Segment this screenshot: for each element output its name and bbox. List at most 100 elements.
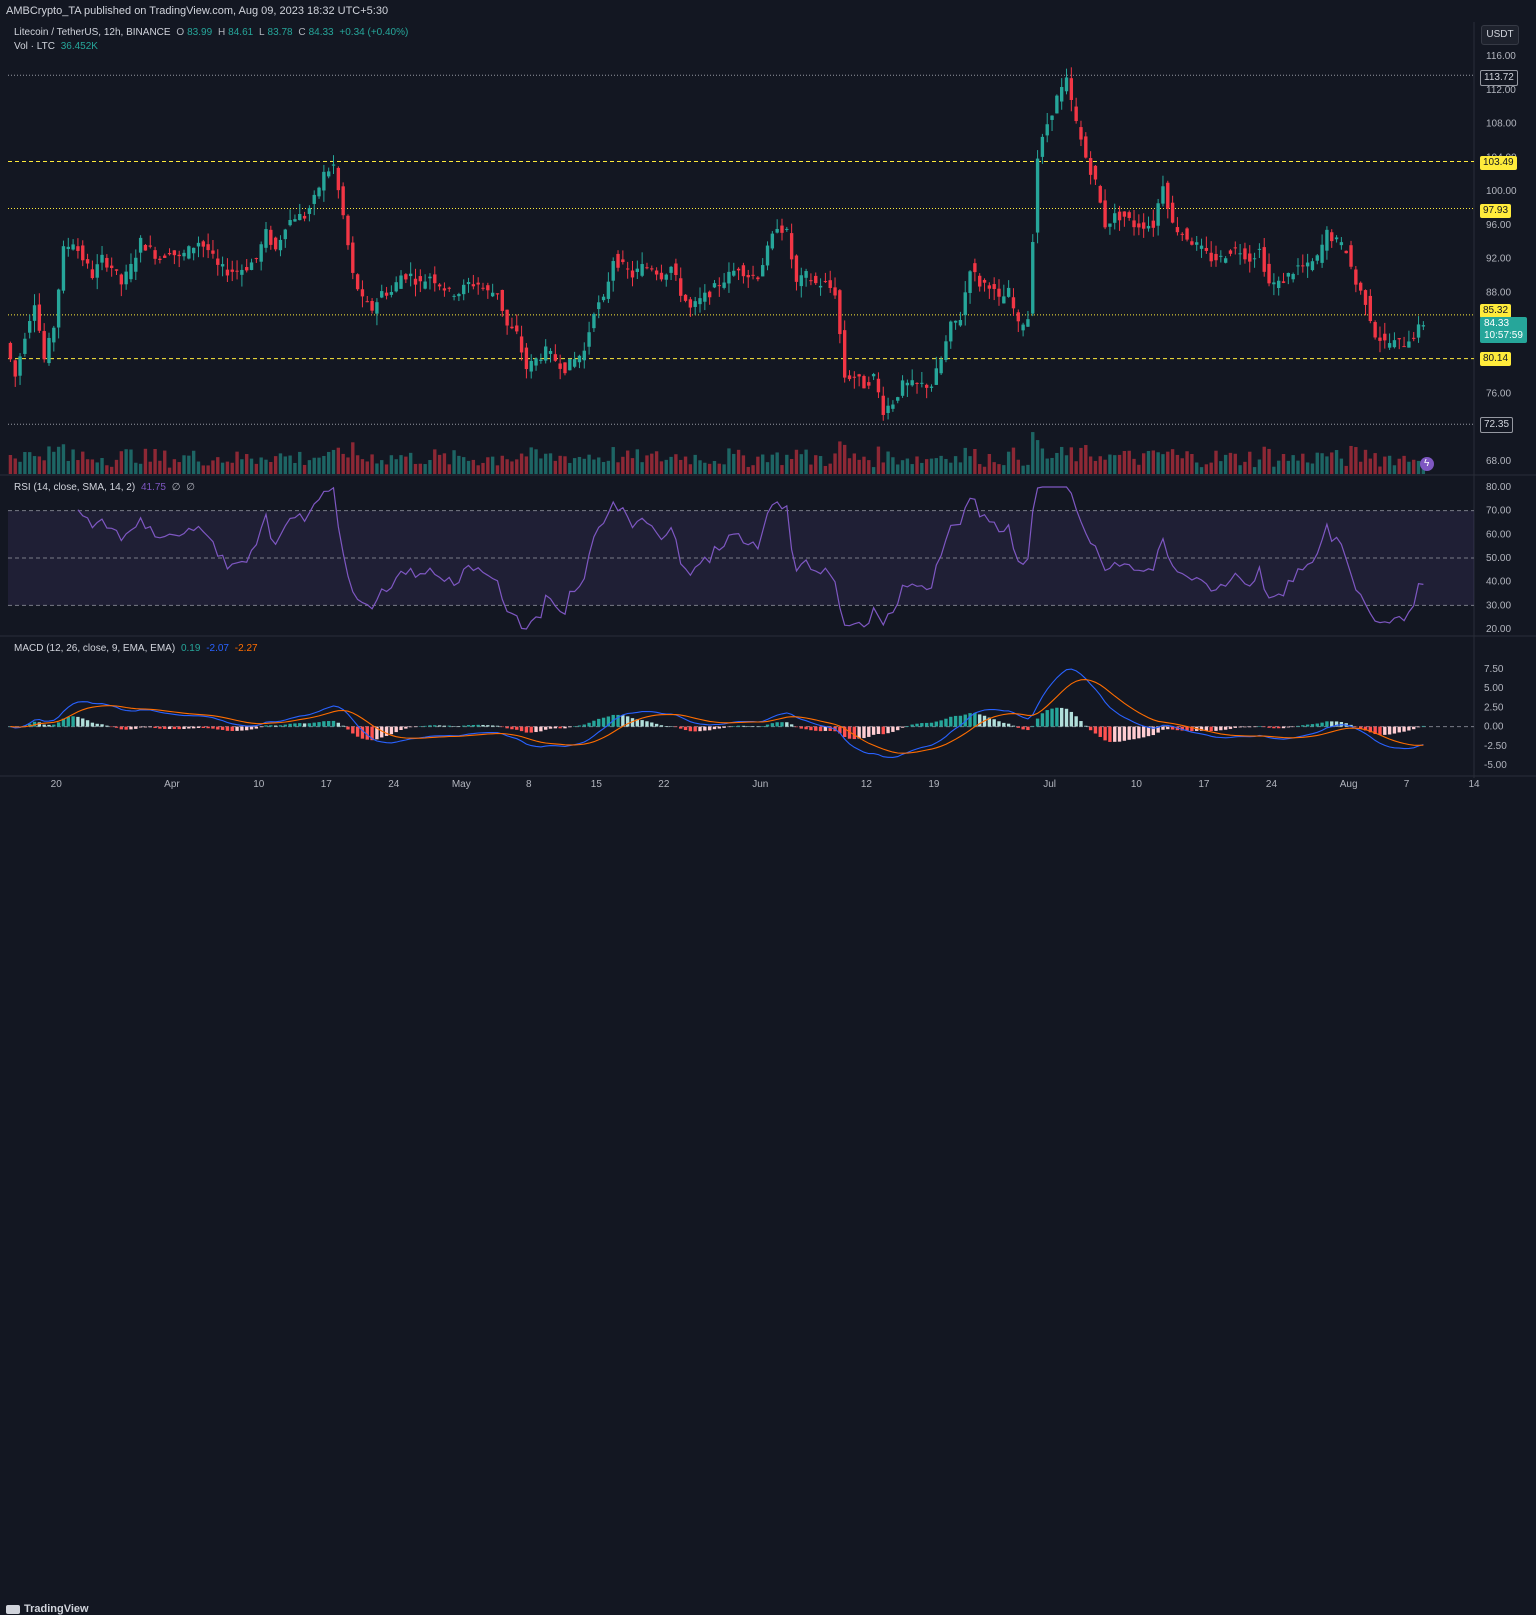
time-tick-label: May xyxy=(452,779,471,790)
candle-body xyxy=(341,186,345,216)
candle-body xyxy=(66,246,70,250)
macd-tick-label: 0.00 xyxy=(1484,722,1504,733)
candle-body xyxy=(896,397,900,401)
volume-bar xyxy=(1354,447,1358,474)
price-tick-label: 96.00 xyxy=(1486,220,1511,231)
macd-histogram-bar xyxy=(331,720,336,727)
volume-bar xyxy=(418,463,423,474)
volume-value: 36.452K xyxy=(60,41,98,52)
macd-histogram-bar xyxy=(1358,726,1363,729)
bolt-icon[interactable] xyxy=(1420,457,1434,471)
volume-bar xyxy=(47,446,51,474)
candle-body xyxy=(1262,247,1266,272)
volume-bar xyxy=(785,454,789,474)
macd-histogram-bar xyxy=(437,725,442,727)
macd-histogram-bar xyxy=(225,726,230,731)
macd-histogram-bar xyxy=(630,718,635,727)
macd-histogram-bar xyxy=(852,726,857,740)
volume-bar xyxy=(809,464,813,474)
macd-histogram-bar xyxy=(568,726,572,728)
currency-button[interactable]: USDT xyxy=(1481,25,1519,45)
macd-histogram-bar xyxy=(544,726,548,730)
macd-histogram-bar xyxy=(326,721,331,727)
macd-histogram-bar xyxy=(1296,725,1300,727)
volume-bar xyxy=(553,460,558,474)
macd-histogram-bar xyxy=(688,726,693,732)
candle-body xyxy=(592,314,596,329)
macd-histogram-bar xyxy=(172,726,177,730)
candle-body xyxy=(963,292,967,316)
volume-bar xyxy=(380,460,384,474)
volume-bar xyxy=(1026,464,1030,474)
volume-bar xyxy=(143,448,148,474)
volume-bar xyxy=(1378,466,1382,474)
macd-histogram-bar xyxy=(823,726,828,731)
candle-body xyxy=(558,363,562,369)
volume-bar xyxy=(1021,465,1025,474)
macd-histogram-bar xyxy=(278,725,283,727)
volume-label[interactable]: Vol · LTC xyxy=(14,41,55,52)
macd-histogram-bar xyxy=(587,722,591,727)
candle-body xyxy=(992,284,996,290)
macd-histogram-bar xyxy=(529,726,533,733)
candle-body xyxy=(804,271,808,278)
macd-histogram-bar xyxy=(1074,716,1078,727)
volume-bar xyxy=(775,452,779,474)
volume-bar xyxy=(288,455,292,474)
macd-histogram-bar xyxy=(1301,725,1305,727)
macd-histogram-bar xyxy=(1407,726,1411,731)
volume-bar xyxy=(1233,453,1237,474)
candle-body xyxy=(1402,346,1406,348)
volume-bar xyxy=(32,456,37,474)
macd-histogram-bar xyxy=(1383,726,1387,735)
macd-histogram-bar xyxy=(312,722,316,727)
candle-body xyxy=(953,320,958,323)
price-tag-low: 72.35 xyxy=(1480,417,1514,433)
rsi-label[interactable]: RSI (14, close, SMA, 14, 2) xyxy=(14,482,136,493)
candle-body xyxy=(982,279,987,283)
volume-bar xyxy=(572,458,577,474)
candle-body xyxy=(109,265,114,269)
macd-histogram-bar xyxy=(597,718,601,727)
volume-bar xyxy=(437,454,442,474)
candle-body xyxy=(1190,241,1194,245)
candle-body xyxy=(211,250,215,254)
candle-body xyxy=(370,300,374,311)
candle-body xyxy=(645,267,649,269)
macd-histogram-bar xyxy=(847,726,852,739)
macd-histogram-bar xyxy=(346,726,350,730)
macd-histogram-bar xyxy=(1416,726,1421,728)
candle-body xyxy=(442,288,447,291)
candle-body xyxy=(1383,333,1387,341)
tradingview-logo[interactable]: TradingView xyxy=(6,1603,89,1615)
volume-bar xyxy=(838,441,842,474)
volume-bar xyxy=(476,465,480,474)
volume-bar xyxy=(95,462,99,474)
macd-histogram-bar xyxy=(1016,726,1020,728)
macd-histogram-bar xyxy=(770,723,775,727)
volume-bar xyxy=(741,455,746,474)
volume-bar xyxy=(153,449,157,474)
macd-histogram-bar xyxy=(1146,726,1151,737)
candle-body xyxy=(1286,272,1291,277)
candle-body xyxy=(582,350,586,361)
candle-body xyxy=(1204,247,1209,251)
candle-body xyxy=(119,274,124,285)
volume-bar xyxy=(399,455,403,474)
chart-canvas[interactable]: 116.00112.00108.00104.00100.0096.0092.00… xyxy=(0,22,1536,800)
volume-bar xyxy=(1132,458,1136,474)
volume-bar xyxy=(727,448,731,474)
candle-body xyxy=(736,268,741,271)
rsi-line xyxy=(77,486,1424,630)
volume-bar xyxy=(1161,454,1165,474)
macd-signal-line xyxy=(10,679,1424,754)
symbol-title[interactable]: Litecoin / TetherUS, 12h, BINANCE xyxy=(14,27,171,38)
macd-histogram-bar xyxy=(442,725,447,727)
macd-label[interactable]: MACD (12, 26, close, 9, EMA, EMA) xyxy=(14,643,176,654)
macd-histogram-bar xyxy=(659,725,664,727)
volume-bar xyxy=(408,452,413,474)
volume-bar xyxy=(471,459,476,474)
volume-bar xyxy=(495,465,500,474)
volume-bar xyxy=(1228,452,1233,474)
candle-body xyxy=(944,341,948,360)
